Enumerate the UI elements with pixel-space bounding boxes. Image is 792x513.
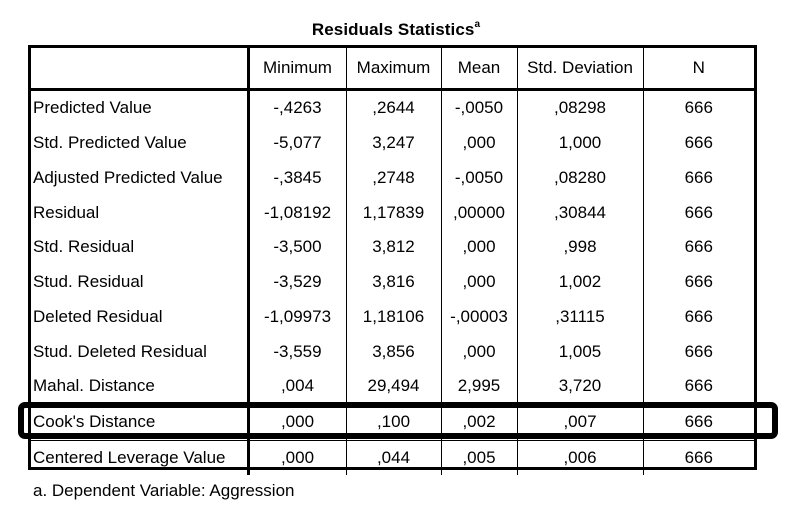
cell-std-deviation: ,007 (516, 403, 643, 441)
cell-maximum: 3,247 (345, 125, 441, 161)
cell-std-deviation: 3,720 (516, 369, 643, 405)
cell-minimum: ,000 (246, 403, 346, 441)
table-row: Std. Predicted Value -5,077 3,247,000 1,000… (31, 125, 754, 161)
cell-maximum: 29,494 (345, 369, 441, 405)
cell-mean: 2,995 (440, 369, 517, 405)
column-header-minimum: Minimum (246, 48, 346, 91)
row-label: Centered Leverage Value (33, 447, 226, 467)
cell-maximum: ,100 (345, 403, 441, 441)
cell-minimum: ,004 (246, 369, 346, 405)
footnote: a. Dependent Variable: Aggression (33, 481, 295, 500)
row-label: Std. Residual (33, 237, 135, 257)
cell-std-deviation: ,08280 (516, 160, 643, 196)
cell-maximum: ,2644 (345, 89, 441, 126)
residuals-statistics-table: Minimum Maximum Mean Std. Deviation N Pr… (28, 45, 757, 476)
cell-minimum: -1,08192 (246, 195, 346, 230)
cell-minimum: -1,09973 (246, 299, 346, 335)
table-row: Adjusted Predicted Value -,3845,2748 -,005… (31, 160, 754, 196)
table-row: Stud. Deleted Residual -3,559 3,856,000 1,0… (31, 334, 754, 369)
cell-mean: ,000 (440, 334, 517, 369)
table-row: Cook's Distance ,000,100,002,007 666 (31, 403, 754, 441)
cell-n: 666 (642, 334, 754, 369)
cell-minimum: -,3845 (246, 160, 346, 196)
cell-n: 666 (642, 125, 754, 161)
cell-mean: ,002 (440, 403, 517, 441)
cell-n: 666 (642, 264, 754, 300)
cell-n: 666 (642, 160, 754, 196)
cell-std-deviation: 1,005 (516, 334, 643, 369)
cell-mean: ,005 (440, 440, 517, 476)
column-header-maximum: Maximum (345, 48, 441, 91)
row-label: Stud. Deleted Residual (33, 341, 207, 361)
column-header-mean: Mean (440, 48, 517, 91)
cell-minimum: -3,500 (246, 230, 346, 265)
cell-std-deviation: ,30844 (516, 195, 643, 230)
cell-n: 666 (642, 440, 754, 476)
row-label: Mahal. Distance (33, 376, 155, 396)
cell-n: 666 (642, 89, 754, 126)
table-title-text: Residuals Statistics (311, 20, 475, 39)
table-row: Deleted Residual -1,09973 1,18106 -,00003,3… (31, 299, 754, 335)
row-label: Residual (33, 202, 100, 222)
row-label: Std. Predicted Value (33, 133, 187, 153)
cell-std-deviation: 1,000 (516, 125, 643, 161)
table-row: Mahal. Distance ,004 29,494 2,995 3,720 666 (31, 369, 754, 405)
cell-maximum: 1,17839 (345, 195, 441, 230)
table-row: Stud. Residual -3,529 3,816,000 1,002 666 (31, 264, 754, 300)
table-row: Predicted Value -,4263,2644 -,0050,08298 66… (31, 89, 754, 126)
cell-std-deviation: 1,002 (516, 264, 643, 300)
table-row: Std. Residual -3,500 3,812,000,998 666 (31, 230, 754, 265)
cell-maximum: 3,812 (345, 230, 441, 265)
cell-mean: -,00003 (440, 299, 517, 335)
cell-n: 666 (642, 195, 754, 230)
cell-std-deviation: ,006 (516, 440, 643, 476)
cell-minimum: ,000 (246, 440, 346, 476)
row-label: Stud. Residual (33, 272, 144, 292)
column-header-std-deviation: Std. Deviation (516, 48, 643, 91)
row-label: Predicted Value (33, 98, 152, 118)
row-label: Adjusted Predicted Value (33, 167, 223, 187)
header-row: Minimum Maximum Mean Std. Deviation N (31, 48, 754, 91)
cell-maximum: 1,18106 (345, 299, 441, 335)
row-label: Deleted Residual (33, 306, 163, 326)
cell-mean: ,000 (440, 264, 517, 300)
cell-n: 666 (642, 403, 754, 441)
cell-minimum: -5,077 (246, 125, 346, 161)
corner-cell (31, 48, 248, 91)
cell-n: 666 (642, 230, 754, 265)
statistics-grid: Minimum Maximum Mean Std. Deviation N Pr… (31, 48, 754, 476)
column-header-n: N (642, 48, 754, 91)
table-row: Centered Leverage Value ,000,044,005,006 6… (31, 440, 754, 476)
cell-n: 666 (642, 299, 754, 335)
cell-std-deviation: ,08298 (516, 89, 643, 126)
table-row: Residual -1,08192 1,17839,00000,30844 666 (31, 195, 754, 230)
cell-minimum: -,4263 (246, 89, 346, 126)
cell-mean: ,000 (440, 230, 517, 265)
row-label: Cook's Distance (31, 403, 248, 441)
cell-mean: ,000 (440, 125, 517, 161)
cell-mean: -,0050 (440, 89, 517, 126)
cell-maximum: 3,856 (345, 334, 441, 369)
cell-mean: -,0050 (440, 160, 517, 196)
cell-maximum: 3,816 (345, 264, 441, 300)
cell-std-deviation: ,31115 (516, 299, 643, 335)
table-title: Residuals Statisticsa (0, 19, 792, 40)
cell-n: 666 (642, 369, 754, 405)
cell-maximum: ,2748 (345, 160, 441, 196)
cell-std-deviation: ,998 (516, 230, 643, 265)
cell-minimum: -3,559 (246, 334, 346, 369)
table-title-superscript: a (474, 19, 481, 30)
cell-mean: ,00000 (440, 195, 517, 230)
cell-minimum: -3,529 (246, 264, 346, 300)
cell-maximum: ,044 (345, 440, 441, 476)
